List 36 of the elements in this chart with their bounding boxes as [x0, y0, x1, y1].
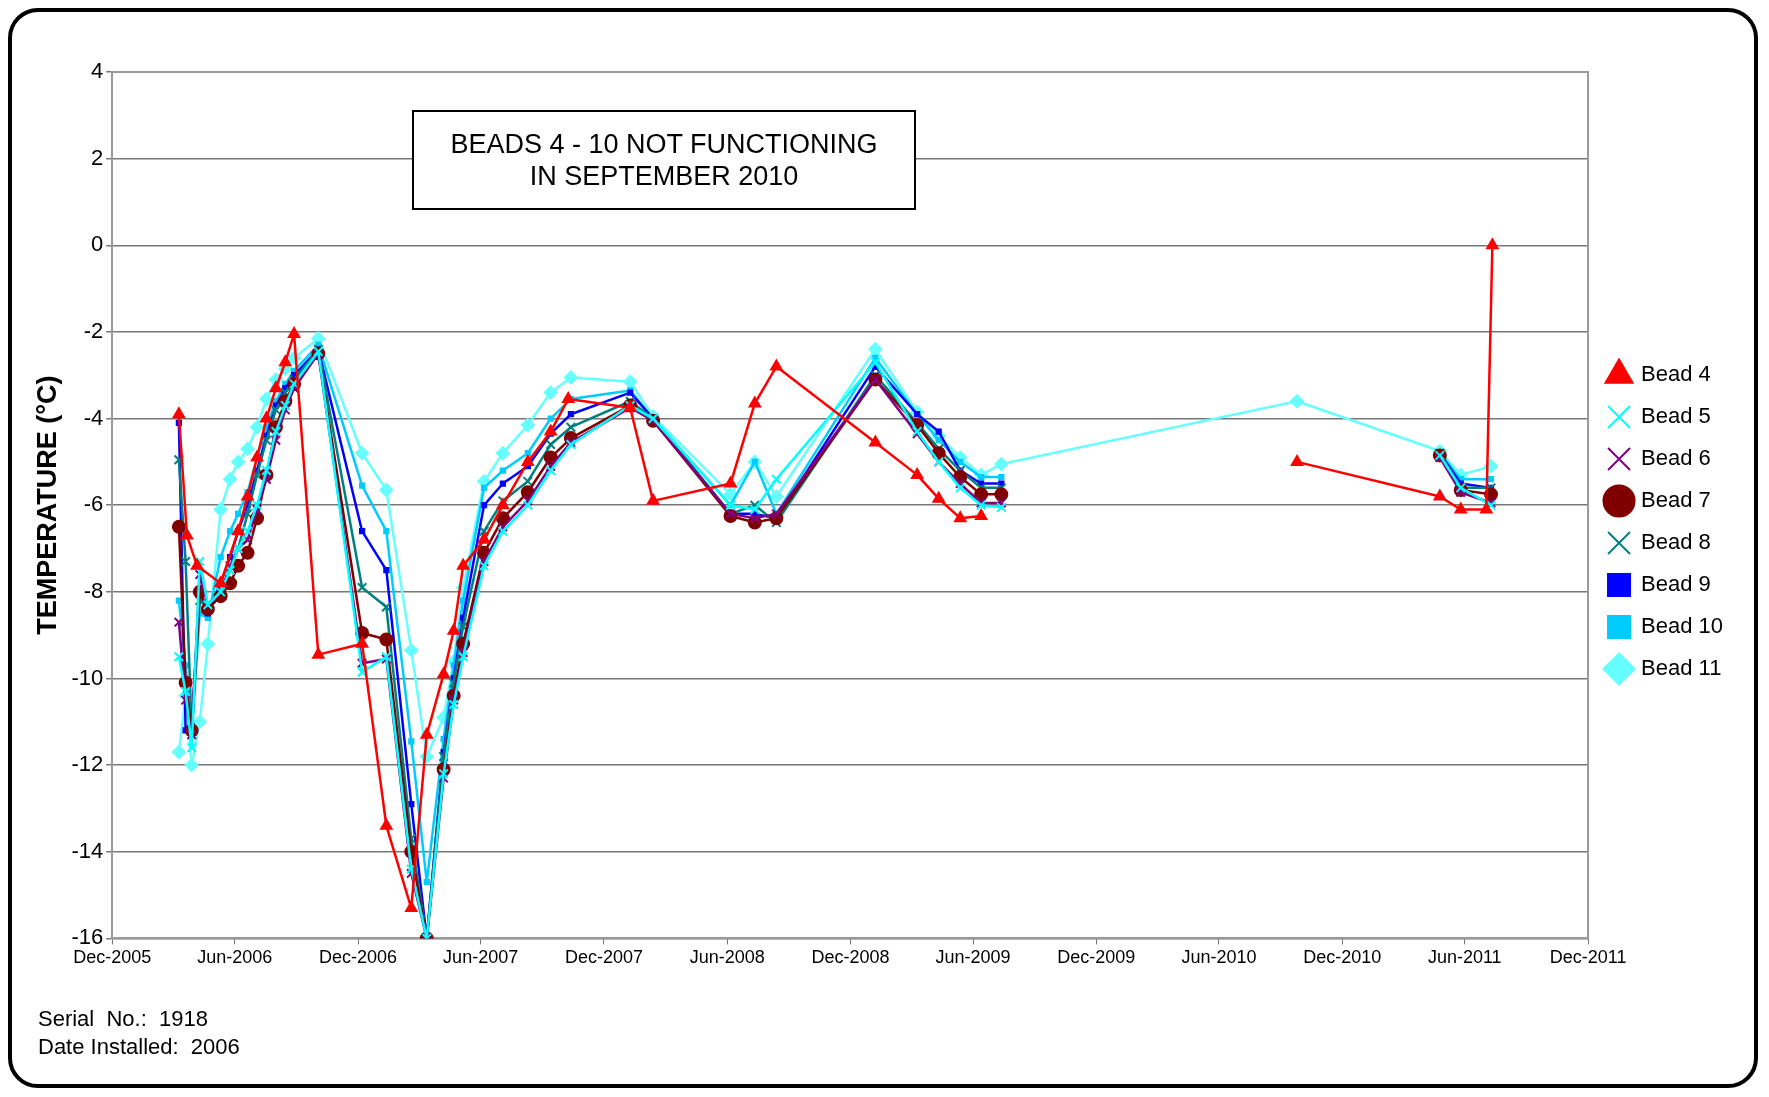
x-tick-label: Jun-2006: [197, 947, 273, 968]
legend-label: Bead 8: [1641, 529, 1711, 555]
x-tick-label: Dec-2005: [73, 947, 152, 968]
y-tick-label: -16: [71, 924, 104, 950]
text: Date Installed: 2006: [38, 1033, 240, 1061]
y-tick-label: -4: [83, 404, 104, 430]
y-tick-label: -6: [83, 491, 104, 517]
legend-label: Bead 11: [1641, 655, 1722, 681]
x-tick-label: Dec-2009: [1057, 947, 1136, 968]
x-tick-label: Jun-2008: [689, 947, 765, 968]
y-tick-label: 4: [90, 58, 104, 84]
legend-label: Bead 7: [1641, 487, 1711, 513]
legend-label: Bead 9: [1641, 571, 1711, 597]
x-tick-label: Dec-2010: [1303, 947, 1382, 968]
y-axis-title: TEMPERATURE (°C): [31, 375, 62, 635]
y-tick-label: 2: [90, 144, 104, 170]
y-tick-label: -10: [71, 664, 104, 690]
legend-label: Bead 5: [1641, 403, 1711, 429]
x-tick-label: Jun-2009: [935, 947, 1011, 968]
x-tick-label: Jun-2011: [1427, 947, 1502, 968]
legend-label: Bead 4: [1641, 361, 1711, 387]
x-tick-label: Dec-2008: [811, 947, 890, 968]
legend-label: Bead 10: [1641, 613, 1724, 639]
x-tick-label: Dec-2011: [1549, 947, 1627, 968]
x-tick-label: Jun-2010: [1181, 947, 1257, 968]
text: Serial No.: 1918: [38, 1005, 209, 1033]
y-tick-label: 0: [90, 231, 104, 257]
y-tick-label: -12: [71, 751, 104, 777]
annotation: BEADS 4 - 10 NOT FUNCTIONING IN SEPTEMBER 2010: [412, 110, 916, 210]
x-tick-label: Dec-2006: [319, 947, 398, 968]
legend-label: Bead 6: [1641, 445, 1711, 471]
y-tick-label: -14: [71, 837, 104, 863]
y-tick-label: -8: [83, 577, 104, 603]
x-tick-label: Jun-2007: [443, 947, 519, 968]
y-tick-label: -2: [83, 317, 104, 343]
x-tick-label: Dec-2007: [564, 947, 643, 968]
